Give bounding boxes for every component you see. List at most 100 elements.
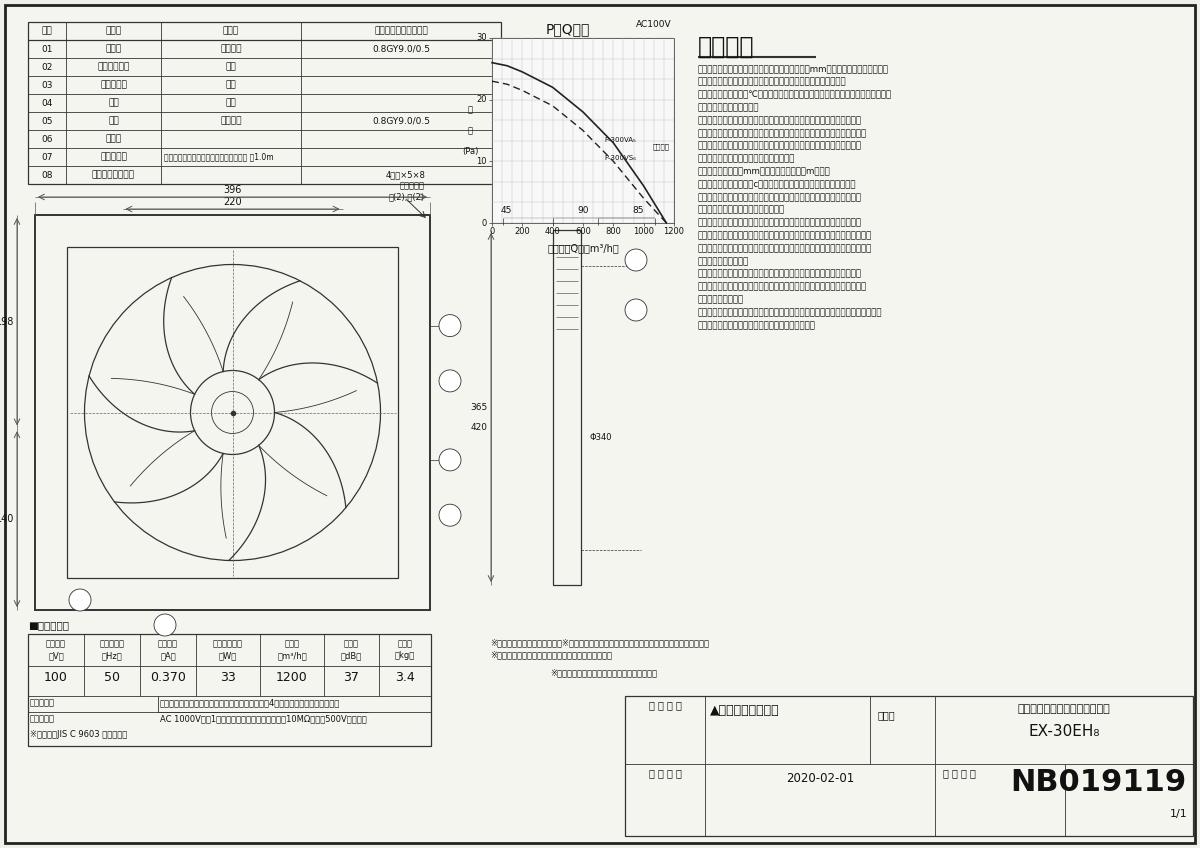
Text: 定格周波数: 定格周波数 [100, 639, 125, 648]
Text: ・この製品は高所据付用です。床面より１８００mm以上のメンテナンス可能な: ・この製品は高所据付用です。床面より１８００mm以上のメンテナンス可能な [698, 65, 889, 74]
Text: 600: 600 [575, 227, 590, 236]
Text: 品　名: 品 名 [106, 26, 121, 36]
Text: 上(2),下(2): 上(2),下(2) [389, 192, 425, 201]
Text: 材　質: 材 質 [223, 26, 239, 36]
Text: シャッター: シャッター [100, 81, 127, 90]
Circle shape [439, 449, 461, 471]
Text: 04: 04 [444, 377, 456, 385]
Text: 0.8GY9.0/0.5: 0.8GY9.0/0.5 [372, 116, 430, 126]
Text: ▲三菱電機株式会社: ▲三菱電機株式会社 [710, 704, 780, 717]
Text: 02: 02 [41, 63, 53, 71]
Text: ガス給湯器機かり５０cｍ以上離れたところに据付けてください。: ガス給湯器機かり５０cｍ以上離れたところに据付けてください。 [698, 181, 857, 189]
Text: 1200: 1200 [664, 227, 684, 236]
Text: ・キッチンフード内には設置しないでください。故障の原因になります。: ・キッチンフード内には設置しないでください。故障の原因になります。 [698, 129, 868, 138]
Text: 定格電圧: 定格電圧 [46, 639, 66, 648]
Text: 耐　電　圧: 耐 電 圧 [30, 714, 55, 723]
Text: 据付けてください。: 据付けてください。 [698, 257, 749, 266]
Text: Φ340: Φ340 [589, 432, 612, 442]
Text: 05: 05 [41, 116, 53, 126]
Text: 06: 06 [444, 510, 456, 520]
Circle shape [625, 249, 647, 271]
Text: 03: 03 [41, 81, 53, 90]
Text: ・浴室など湿気の多い場所や結露する場所には据付けないでください。: ・浴室など湿気の多い場所や結露する場所には据付けないでください。 [698, 116, 862, 126]
Circle shape [439, 505, 461, 527]
Text: 0: 0 [490, 227, 494, 236]
Text: ・本体の据付けは十分強度のあるところを選んで確実に行なってください。: ・本体の据付けは十分強度のあるところを選んで確実に行なってください。 [698, 232, 872, 240]
Text: うちわボルト: うちわボルト [97, 63, 130, 71]
Text: ・高温（室内温度４０℃以上）になる場所や直接炎のあたるおそれのある場所には: ・高温（室内温度４０℃以上）になる場所や直接炎のあたるおそれのある場所には [698, 91, 892, 99]
Text: 03: 03 [630, 305, 642, 315]
Text: 風　量　Q　（m³/h）: 風 量 Q （m³/h） [547, 243, 619, 253]
Text: ・羽根が止まったり逆転する。　・停止時に本体の隙間から外風が侵入する。: ・羽根が止まったり逆転する。 ・停止時に本体の隙間から外風が侵入する。 [698, 308, 882, 317]
Text: 1000: 1000 [634, 227, 654, 236]
Text: 2020-02-01: 2020-02-01 [786, 772, 854, 785]
Bar [35, 215, 430, 610]
Bar [625, 696, 1193, 836]
Text: 耐熱性２芯平形ビニールコード　有効長 約1.0m: 耐熱性２芯平形ビニールコード 有効長 約1.0m [164, 153, 274, 161]
Text: 風　量: 風 量 [284, 639, 300, 648]
Text: 注意特性: 注意特性 [653, 143, 670, 150]
Text: 合成樹脂: 合成樹脂 [221, 44, 241, 53]
Text: 50: 50 [104, 671, 120, 684]
Text: 1200: 1200 [276, 671, 308, 684]
Text: ・カーテン・ひもなどが觸れるおそれのない場所に据付けてください。: ・カーテン・ひもなどが觸れるおそれのない場所に据付けてください。 [698, 270, 862, 279]
Text: 0.8GY9.0/0.5: 0.8GY9.0/0.5 [372, 44, 430, 53]
Text: 質　量: 質 量 [397, 639, 413, 648]
Text: パネル: パネル [106, 44, 121, 53]
Text: 220: 220 [223, 197, 242, 207]
Text: 07: 07 [74, 595, 85, 605]
Text: 3.4: 3.4 [395, 671, 415, 684]
Text: 33: 33 [220, 671, 236, 684]
Text: 全閉形コンデンサー永久分相形単相誘導電動機　4極　シャッター形式　電気式: 全閉形コンデンサー永久分相形単相誘導電動機 4極 シャッター形式 電気式 [160, 698, 341, 707]
Text: 第 三 角 法: 第 三 角 法 [648, 700, 682, 710]
Text: 198: 198 [0, 316, 14, 326]
Text: 07: 07 [41, 153, 53, 161]
Bar [28, 634, 431, 746]
Bar [553, 230, 581, 585]
Text: （W）: （W） [218, 651, 238, 660]
Text: ・養蚕・養豚場のようなほこりや有毒ガスの多い場所　・業務用厨房: ・養蚕・養豚場のようなほこりや有毒ガスの多い場所 ・業務用厨房 [698, 219, 862, 227]
Text: 200: 200 [515, 227, 530, 236]
Text: P－Q特性: P－Q特性 [546, 22, 590, 36]
Text: EX-30EH₈: EX-30EH₈ [1028, 724, 1099, 739]
Circle shape [439, 315, 461, 337]
Text: シャッター開閉器: シャッター開閉器 [92, 170, 134, 180]
Text: ・雨水の直接かかる場所では雨水が直接浸入することがありますので、: ・雨水の直接かかる場所では雨水が直接浸入することがありますので、 [698, 142, 862, 151]
Text: 作 成 日 付: 作 成 日 付 [648, 768, 682, 778]
Text: ※特性は　JIS C 9603 に基づく。: ※特性は JIS C 9603 に基づく。 [30, 730, 127, 739]
Text: 電動機: 電動機 [106, 135, 121, 143]
Circle shape [70, 589, 91, 611]
Bar [492, 38, 674, 223]
Text: 据付けないでください。: 据付けないでください。 [698, 103, 760, 113]
Text: 電動機形式: 電動機形式 [30, 698, 55, 707]
Text: P-300VS₆: P-300VS₆ [605, 155, 637, 161]
Text: 06: 06 [41, 135, 53, 143]
Text: AC 1000V　　1分間　　　　絶　縁　抵　抗　10MΩ以上（500Vメガー）: AC 1000V 1分間 絶 縁 抵 抗 10MΩ以上（500Vメガー） [160, 714, 367, 723]
Text: 騒　音: 騒 音 [344, 639, 359, 648]
Text: 0: 0 [481, 219, 487, 227]
Text: 08: 08 [41, 170, 53, 180]
Text: NB019119: NB019119 [1010, 768, 1187, 797]
Text: （m³/h）: （m³/h） [277, 651, 307, 660]
Text: 場合があります。: 場合があります。 [698, 295, 744, 304]
Circle shape [154, 614, 176, 636]
Text: 本体: 本体 [108, 98, 119, 108]
Text: 365: 365 [470, 403, 488, 412]
Text: （Hz）: （Hz） [102, 651, 122, 660]
Text: 45: 45 [500, 206, 511, 215]
Text: 鉰板: 鉰板 [226, 81, 236, 90]
Text: ・下記の場所には据付けないでください。製品の寸命が短（なります。: ・下記の場所には据付けないでください。製品の寸命が短（なります。 [698, 193, 862, 202]
Text: 400: 400 [545, 227, 560, 236]
Circle shape [625, 299, 647, 321]
Text: 4ヶ所×5×8: 4ヶ所×5×8 [385, 170, 425, 179]
Text: 140: 140 [0, 514, 14, 524]
Text: 据付用長穴: 据付用長穴 [400, 181, 425, 190]
Text: 04: 04 [41, 98, 53, 108]
Text: AC100V: AC100V [636, 20, 672, 29]
Text: ・空気の流れが必要なため換気扇の反対側に出入口・窓などがあるところに: ・空気の流れが必要なため換気扇の反対側に出入口・窓などがあるところに [698, 244, 872, 254]
Text: 30: 30 [476, 34, 487, 42]
Text: 10: 10 [476, 157, 487, 166]
Text: 色調（マンセル・近）: 色調（マンセル・近） [374, 26, 428, 36]
Text: 08: 08 [160, 621, 170, 629]
Text: 02: 02 [630, 255, 642, 265]
